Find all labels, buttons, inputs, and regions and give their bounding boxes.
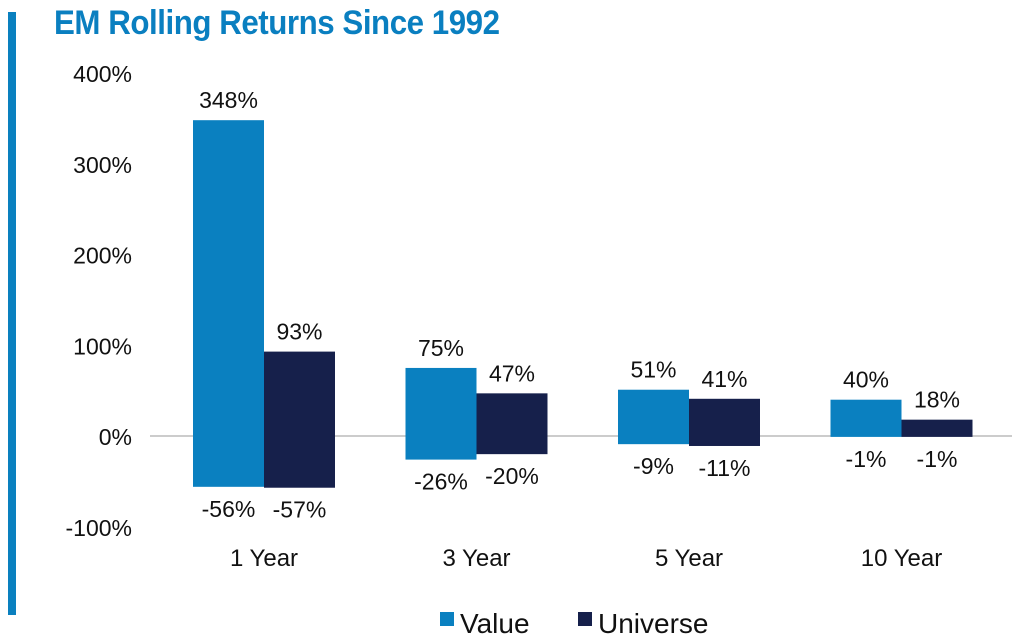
x-tick-label: 10 Year — [861, 545, 942, 572]
min-data-label: -9% — [633, 453, 674, 479]
chart-title: EM Rolling Returns Since 1992 — [54, 4, 500, 42]
y-tick-label: 200% — [73, 243, 132, 269]
min-data-label: -57% — [273, 497, 327, 523]
bar-universe — [901, 419, 973, 437]
x-tick-label: 3 Year — [442, 545, 510, 572]
min-data-label: -1% — [917, 446, 958, 472]
max-data-label: 40% — [843, 367, 889, 393]
y-tick-label: 100% — [73, 333, 132, 359]
bar-universe — [689, 398, 760, 446]
y-tick-label: 400% — [73, 61, 132, 87]
max-data-label: 41% — [701, 366, 747, 392]
x-tick-label: 5 Year — [655, 545, 723, 572]
bar-value — [618, 389, 689, 445]
min-data-label: -1% — [846, 446, 887, 472]
min-data-label: -20% — [485, 463, 539, 489]
bar-value — [193, 120, 264, 487]
max-data-label: 18% — [914, 387, 960, 413]
max-data-label: 348% — [199, 87, 258, 113]
max-data-label: 51% — [630, 357, 676, 383]
bar-universe — [476, 393, 548, 455]
bar-universe — [264, 351, 335, 488]
legend-label: Universe — [598, 608, 708, 639]
legend-label: Value — [460, 608, 530, 639]
min-data-label: -26% — [414, 469, 468, 495]
max-data-label: 93% — [276, 319, 322, 345]
legend-swatch-value — [440, 612, 454, 626]
y-tick-label: -100% — [66, 515, 132, 541]
y-tick-label: 300% — [73, 152, 132, 178]
legend-swatch-universe — [578, 612, 592, 626]
bar-value — [405, 367, 477, 460]
bar-value — [830, 399, 902, 437]
accent-bar — [8, 12, 16, 615]
y-tick-label: 0% — [99, 424, 132, 450]
min-data-label: -56% — [202, 496, 256, 522]
min-data-label: -11% — [699, 455, 751, 481]
x-tick-label: 1 Year — [230, 545, 298, 572]
max-data-label: 47% — [489, 360, 535, 386]
max-data-label: 75% — [418, 335, 464, 361]
